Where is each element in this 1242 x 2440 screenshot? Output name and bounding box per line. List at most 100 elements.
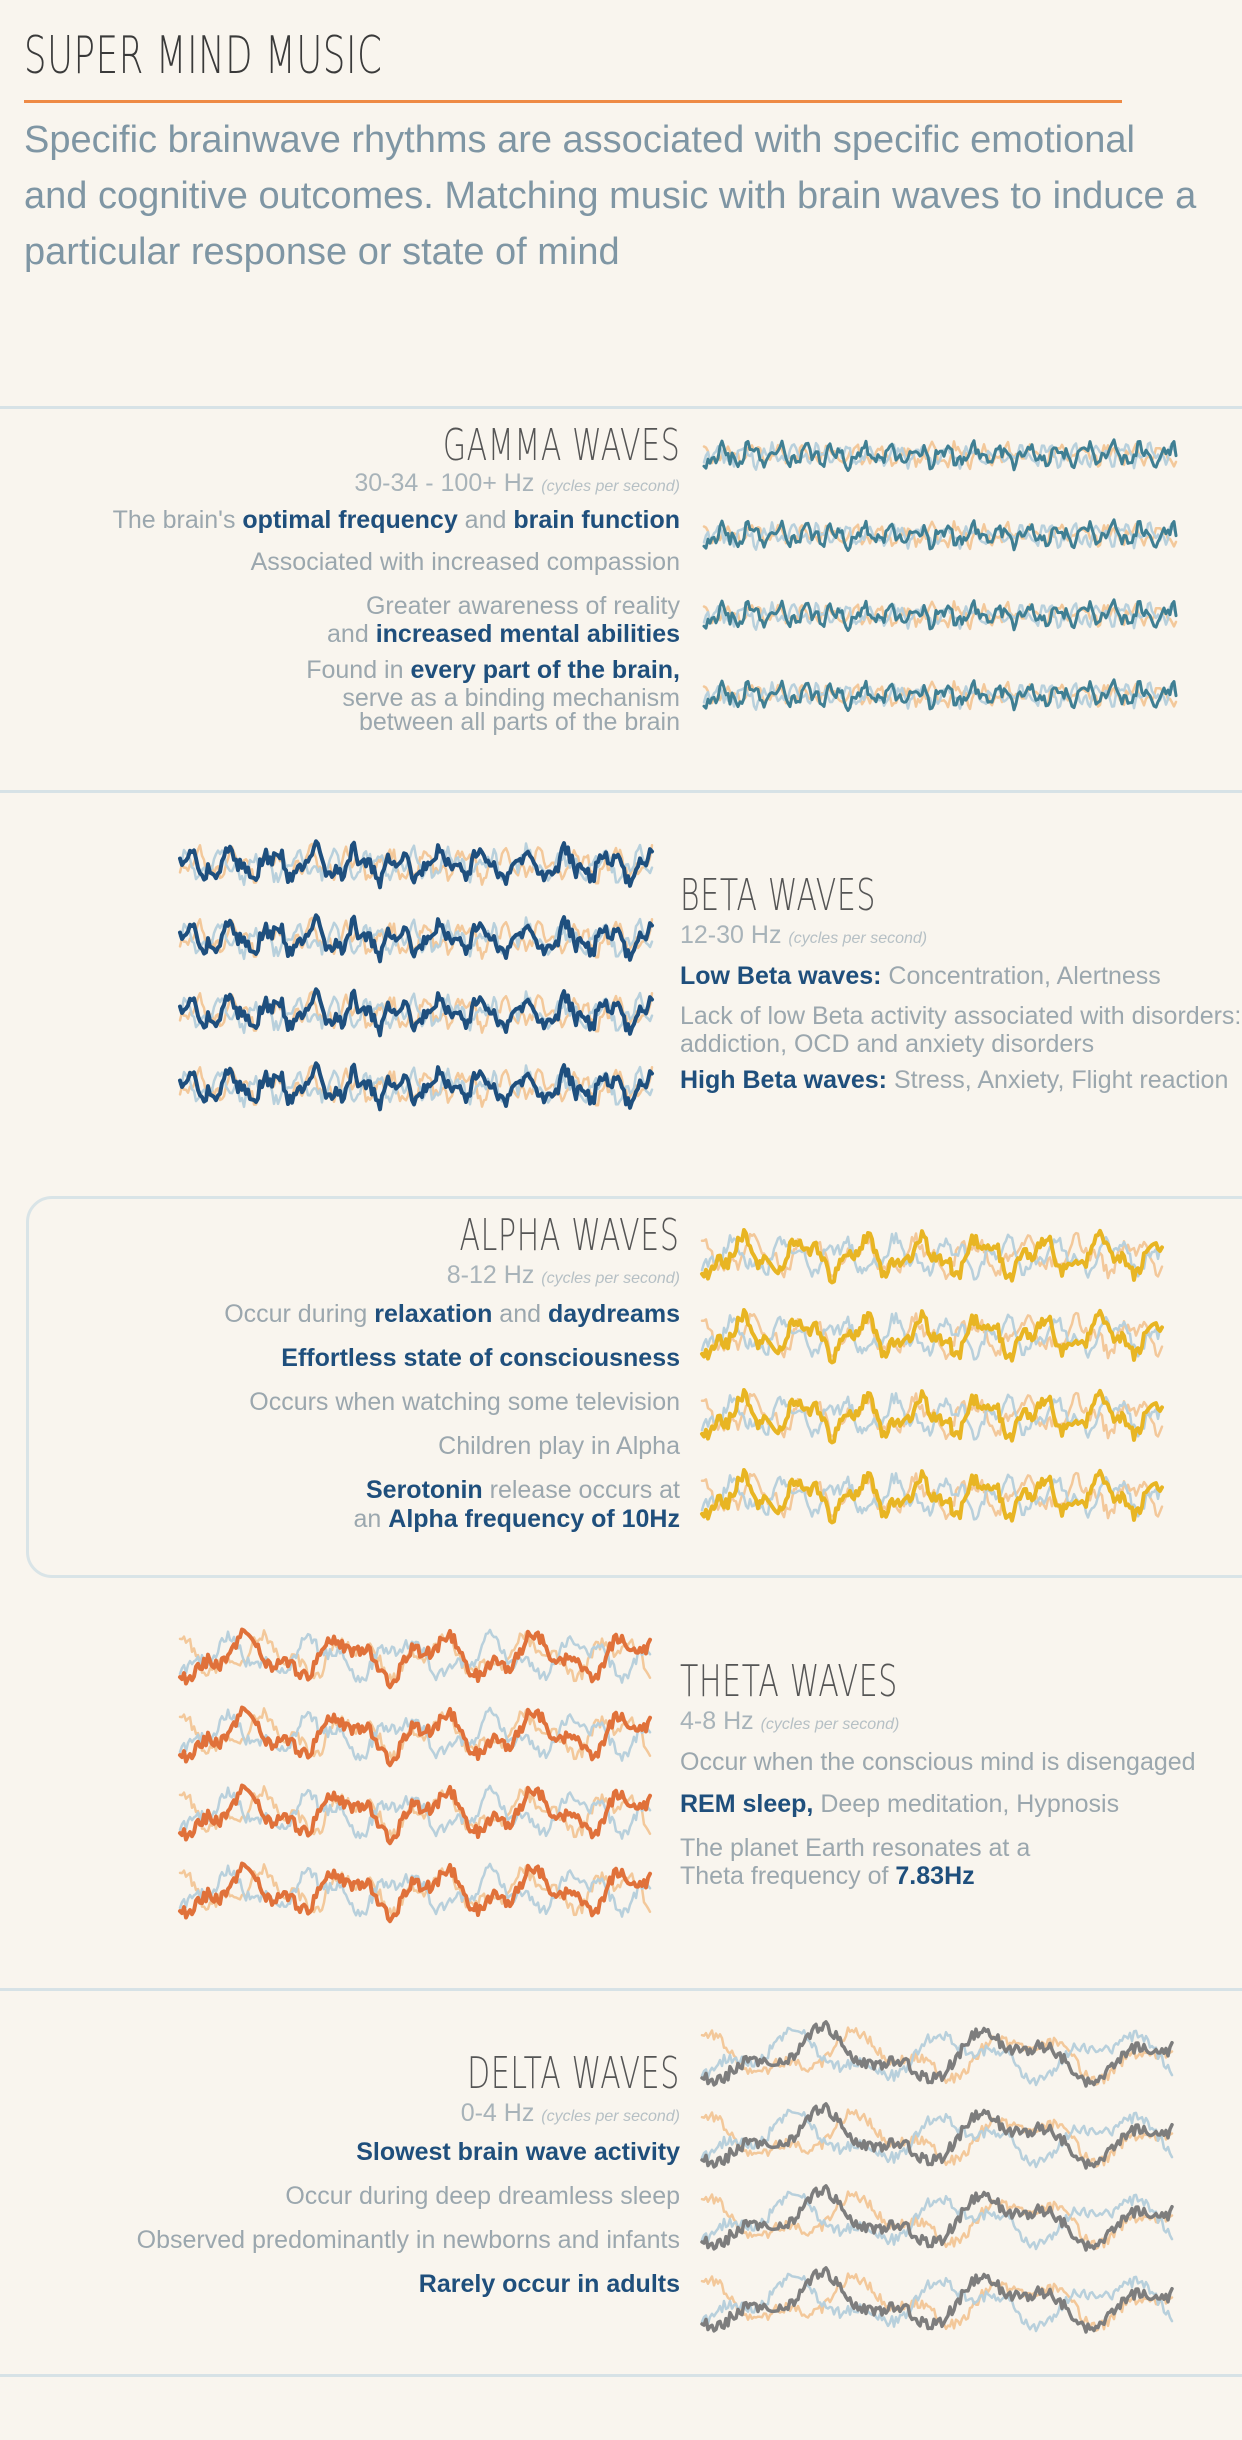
alpha-wave-3-trace-2 xyxy=(700,1392,1164,1441)
gamma-wave-2-trace-3 xyxy=(702,518,1178,552)
theta-wave-3-trace-1 xyxy=(178,1785,652,1840)
divider-gamma-beta xyxy=(0,790,1242,793)
gamma-wave-2 xyxy=(702,518,1178,552)
alpha-line-4: Children play in Alpha xyxy=(438,1432,680,1460)
alpha-wave-4-trace-2 xyxy=(700,1472,1164,1521)
gamma-line-7: between all parts of the brain xyxy=(358,708,680,736)
delta-line-2: Occur during deep dreamless sleep xyxy=(285,2182,680,2210)
theta-wave-4 xyxy=(178,1861,652,1924)
delta-line-4: Rarely occur in adults xyxy=(418,2270,680,2298)
delta-wave-3 xyxy=(700,2184,1174,2252)
beta-wave-4 xyxy=(178,1061,654,1112)
theta-wave-1-trace-1 xyxy=(178,1629,652,1684)
beta-section-text: BETA WAVES 12-30 Hz (cycles per second) … xyxy=(680,870,1242,1096)
alpha-wave-4 xyxy=(700,1468,1164,1525)
theta-wave-3-trace-3 xyxy=(178,1783,652,1846)
beta-line-2: Lack of low Beta activity associated wit… xyxy=(680,1002,1242,1030)
beta-waves xyxy=(178,835,654,1135)
alpha-wave-2-trace-3 xyxy=(700,1308,1164,1365)
gamma-title: GAMMA WAVES xyxy=(442,420,680,471)
theta-wave-2-trace-2 xyxy=(178,1706,652,1762)
divider-top xyxy=(0,406,1242,409)
alpha-frequency: 8-12 Hz (cycles per second) xyxy=(446,1261,680,1289)
beta-frequency: 12-30 Hz (cycles per second) xyxy=(680,921,928,949)
gamma-wave-1-trace-3 xyxy=(702,438,1178,472)
gamma-line-2: Associated with increased compassion xyxy=(250,548,680,576)
theta-section-text: THETA WAVES 4-8 Hz (cycles per second) O… xyxy=(680,1656,1196,1890)
gamma-wave-3-trace-2 xyxy=(702,601,1178,631)
theta-wave-1-trace-2 xyxy=(178,1628,652,1684)
theta-wave-1-trace-3 xyxy=(178,1627,652,1690)
theta-frequency: 4-8 Hz (cycles per second) xyxy=(680,1707,900,1735)
divider-bottom xyxy=(0,2374,1242,2377)
beta-wave-1 xyxy=(178,839,654,890)
alpha-wave-3-trace-3 xyxy=(700,1388,1164,1445)
beta-line-3: addiction, OCD and anxiety disorders xyxy=(680,1030,1095,1058)
theta-line-4: Theta frequency of 7.83Hz xyxy=(680,1862,975,1890)
theta-line-2: REM sleep, Deep meditation, Hypnosis xyxy=(680,1790,1120,1818)
divider-theta-delta xyxy=(0,1988,1242,1991)
gamma-line-3: Greater awareness of reality xyxy=(365,592,680,620)
alpha-wave-4-trace-3 xyxy=(700,1468,1164,1525)
theta-wave-2-trace-3 xyxy=(178,1705,652,1768)
intro-text: Specific brainwave rhythms are associate… xyxy=(24,119,1197,273)
alpha-title: ALPHA WAVES xyxy=(459,1210,680,1261)
theta-wave-4-trace-3 xyxy=(178,1861,652,1924)
alpha-wave-1 xyxy=(700,1228,1164,1285)
theta-line-3: The planet Earth resonates at a xyxy=(680,1834,1031,1862)
alpha-wave-2-trace-2 xyxy=(700,1312,1164,1361)
alpha-line-6: an Alpha frequency of 10Hz xyxy=(353,1505,681,1533)
alpha-frame xyxy=(26,1196,1242,1578)
theta-wave-1 xyxy=(178,1627,652,1690)
theta-wave-3-trace-2 xyxy=(178,1784,652,1840)
delta-line-1: Slowest brain wave activity xyxy=(356,2138,680,2166)
delta-section-text: DELTA WAVES 0-4 Hz (cycles per second) S… xyxy=(137,2048,680,2300)
gamma-frequency: 30-34 - 100+ Hz (cycles per second) xyxy=(354,469,680,497)
gamma-wave-1 xyxy=(702,438,1178,472)
alpha-line-1: Occur during relaxation and daydreams xyxy=(224,1300,680,1328)
delta-wave-2 xyxy=(700,2102,1174,2170)
delta-line-3: Observed predominantly in newborns and i… xyxy=(136,2226,680,2254)
delta-title: DELTA WAVES xyxy=(467,2048,680,2099)
theta-wave-4-trace-2 xyxy=(178,1862,652,1918)
delta-lines: Slowest brain wave activity Occur during … xyxy=(137,2136,680,2300)
beta-title: BETA WAVES xyxy=(680,870,877,921)
alpha-line-2: Effortless state of consciousness xyxy=(281,1344,680,1372)
gamma-wave-1-trace-2 xyxy=(702,441,1178,471)
beta-wave-3-trace-3 xyxy=(178,987,654,1038)
gamma-waves xyxy=(702,430,1178,750)
delta-wave-4 xyxy=(700,2266,1174,2334)
gamma-wave-4-trace-2 xyxy=(702,681,1178,711)
theta-title: THETA WAVES xyxy=(680,1656,898,1707)
alpha-lines: Occur during relaxation and daydreams Eff… xyxy=(224,1298,680,1532)
gamma-section-text: GAMMA WAVES 30-34 - 100+ Hz (cycles per … xyxy=(112,420,680,736)
alpha-line-3: Occurs when watching some television xyxy=(249,1388,680,1416)
alpha-line-5: Serotonin release occurs at xyxy=(366,1476,680,1504)
gamma-wave-3 xyxy=(702,598,1178,632)
delta-wave-4-trace-2 xyxy=(700,2272,1174,2333)
delta-wave-1 xyxy=(700,2020,1174,2088)
delta-wave-1-trace-3 xyxy=(700,2020,1174,2088)
page-title: SUPER MIND MUSIC xyxy=(24,26,383,86)
beta-lines: Low Beta waves: Concentration, Alertness… xyxy=(680,960,1242,1096)
delta-frequency: 0-4 Hz (cycles per second) xyxy=(460,2099,680,2127)
theta-lines: Occur when the conscious mind is disenga… xyxy=(680,1746,1196,1890)
theta-line-1: Occur when the conscious mind is disenga… xyxy=(680,1748,1196,1776)
gamma-wave-2-trace-2 xyxy=(702,521,1178,551)
delta-wave-1-trace-2 xyxy=(700,2026,1174,2087)
alpha-waves xyxy=(700,1224,1164,1544)
alpha-wave-1-trace-3 xyxy=(700,1228,1164,1285)
delta-waves xyxy=(700,2018,1174,2348)
theta-waves xyxy=(178,1622,652,1932)
gamma-line-4: and increased mental abilities xyxy=(327,620,680,648)
beta-wave-4-trace-3 xyxy=(178,1061,654,1112)
alpha-wave-2 xyxy=(700,1308,1164,1365)
gamma-line-1: The brain's optimal frequency and brain … xyxy=(112,506,680,534)
alpha-wave-1-trace-2 xyxy=(700,1232,1164,1281)
beta-line-1: Low Beta waves: Concentration, Alertness xyxy=(680,962,1161,990)
gamma-line-6: serve as a binding mechanism xyxy=(342,684,680,712)
delta-wave-3-trace-2 xyxy=(700,2190,1174,2251)
gamma-lines: The brain's optimal frequency and brain … xyxy=(112,504,680,736)
gamma-wave-4-trace-3 xyxy=(702,678,1178,712)
gamma-line-5: Found in every part of the brain, xyxy=(306,656,680,684)
